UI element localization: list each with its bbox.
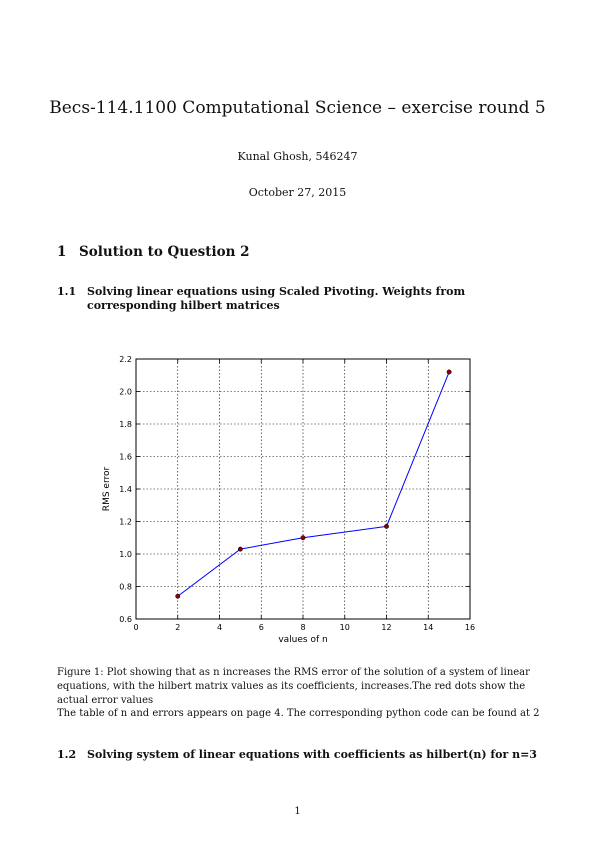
section-number: 1	[57, 244, 67, 260]
x-tick-label: 12	[381, 623, 391, 632]
figure-caption: Figure 1: Plot showing that as n increas…	[57, 667, 530, 706]
data-point	[237, 546, 243, 552]
subsection-number-2: 1.2	[57, 748, 77, 761]
x-tick-label: 6	[259, 623, 264, 632]
chart-points	[175, 369, 452, 599]
data-point	[446, 369, 452, 375]
series-line	[177, 371, 450, 597]
x-tick-label: 8	[300, 623, 305, 632]
y-tick-label: 1.4	[119, 485, 132, 494]
subsection-heading: 1.1 Solving linear equations using Scale…	[57, 285, 547, 313]
chart-grid	[136, 359, 470, 619]
document-date: October 27, 2015	[248, 186, 347, 199]
rms-error-chart: 0 2 4 6 8 10 12 14 16 0.6 0.8 1.0 1.2 1.4 1.6 1.8 2.0 2.2…	[102, 355, 475, 645]
subsection-title-2: Solving system of linear equations with …	[87, 748, 537, 761]
x-axis-label: values of n	[278, 635, 327, 645]
x-tick-label: 10	[340, 623, 350, 632]
chart-ticks: 0 2 4 6 8 10 12 14 16 0.6 0.8 1.0 1.2 1.4 1.6 1.8 2.0 2.2	[119, 355, 475, 632]
y-tick-label: 1.6	[119, 453, 132, 462]
x-tick-label: 0	[133, 623, 138, 632]
page-number: 1	[294, 806, 301, 817]
subsection-number: 1.1	[57, 285, 77, 298]
document-title: Becs-114.1100 Computational Science – ex…	[49, 98, 546, 118]
data-point	[300, 535, 306, 541]
y-tick-label: 0.8	[119, 583, 132, 592]
x-tick-label: 14	[423, 623, 433, 632]
y-tick-label: 1.2	[119, 518, 132, 527]
body-paragraph: The table of n and errors appears on pag…	[57, 708, 540, 719]
y-tick-label: 1.0	[119, 550, 132, 559]
y-tick-label: 2.0	[119, 388, 132, 397]
figure-rms-error: 0 2 4 6 8 10 12 14 16 0.6 0.8 1.0 1.2 1.4 1.6 1.8 2.0 2.2…	[95, 348, 485, 648]
y-axis-label: RMS error	[102, 467, 112, 512]
subsection-title: Solving linear equations using Scaled Pi…	[87, 285, 466, 312]
subsection-heading-2: 1.2 Solving system of linear equations w…	[57, 748, 547, 762]
y-tick-label: 1.8	[119, 420, 132, 429]
x-tick-label: 16	[465, 623, 475, 632]
document-author: Kunal Ghosh, 546247	[237, 150, 358, 163]
section-title: Solution to Question 2	[79, 244, 250, 260]
data-point	[175, 593, 181, 599]
data-point	[384, 523, 389, 529]
section-heading: 1 Solution to Question 2	[57, 244, 250, 260]
y-tick-label: 2.2	[119, 355, 132, 364]
y-tick-label: 0.6	[119, 615, 132, 624]
x-tick-label: 2	[175, 623, 180, 632]
x-tick-label: 4	[217, 623, 222, 632]
